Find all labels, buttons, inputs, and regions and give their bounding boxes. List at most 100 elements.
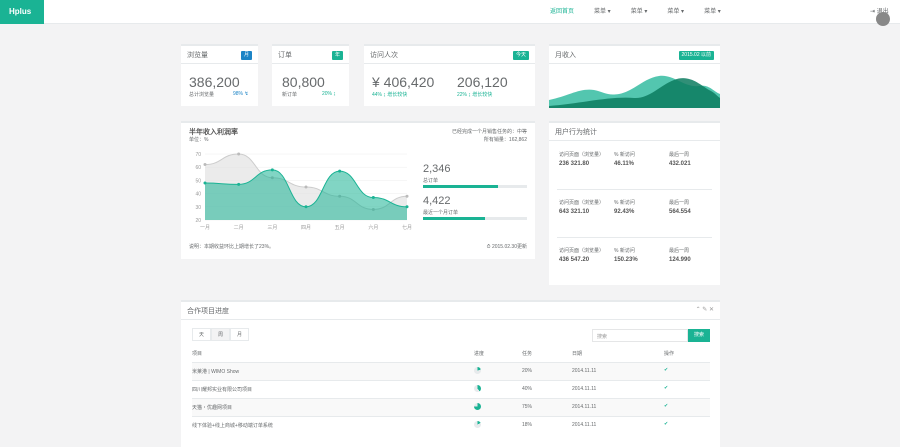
data-point [405,194,409,198]
data-point [338,169,342,173]
behavior-label: 最后一周 [669,200,690,206]
income-sparkline [549,75,720,108]
project-name: 四川耀邦实业有限公司项目 [192,387,253,393]
behavior-label: % 新访问 [614,200,635,206]
card-title: 订单年 [272,46,349,64]
nav-menu-2[interactable]: 菜单 ▾ [630,9,648,15]
tab-day[interactable]: 天 [192,328,212,341]
close-icon[interactable]: ✕ [708,307,714,313]
y-tick-label: 30 [195,205,201,211]
behavior-label: 访问页面（浏览量） [559,152,605,158]
behavior-stat: % 新访问 46.11% [614,151,664,167]
nav-menu-1[interactable]: 菜单 ▾ [594,9,611,15]
series-area [205,169,407,220]
x-tick-label: 五月 [335,225,345,231]
table-row[interactable] [192,416,710,434]
divider [557,189,712,190]
y-tick-label: 20 [195,218,201,224]
progress-pie-icon [474,385,481,392]
stat-value: 80,800 [282,74,325,90]
project-name: 天猫・优趣网项目 [192,405,233,411]
behavior-stat: 访问页面（浏览量） 643 321.10 [559,199,609,215]
panel-subtitle: 单位：% [189,137,209,143]
month-progress [423,217,527,220]
project-percent: 20% [522,368,533,374]
nav-home[interactable]: 返回首页 [550,9,575,15]
table-header: 日期 [572,351,583,357]
chart-updated: ⏱ 2015.02.30更新 [486,244,527,250]
y-tick-label: 40 [195,192,201,198]
monthly-income-card: 月收入 2015.02 以前 [549,44,720,108]
visits-value-2: 206,120 [457,74,508,90]
project-percent: 75% [522,404,533,410]
right-note-2: 所有销量：162,862 [483,137,527,143]
table-header: 操作 [664,351,675,357]
card-title: 用户行为统计 [549,123,720,141]
top-navbar: Hplus 返回首页 菜单 ▾ 菜单 ▾ 菜单 ▾ 菜单 ▾ ⇥ 退出 [0,0,900,24]
top-menu: 返回首页 菜单 ▾ 菜单 ▾ 菜单 ▾ 菜单 ▾ [542,0,721,24]
panel-tools: ⌃ ✎ ✕ [696,306,714,313]
behavior-value: 92.43% [614,209,635,215]
card-title: 访问人次 今天 [364,46,535,64]
behavior-value: 432.021 [669,161,691,167]
tab-month[interactable]: 月 [230,328,250,341]
collapse-icon[interactable]: ⌃ [695,307,701,313]
project-percent: 18% [522,422,533,428]
behavior-stat: % 新访问 150.23% [614,247,664,263]
data-point [270,168,274,172]
user-behavior-panel: 用户行为统计 访问页面（浏览量） 236 321.80 % 新访问 46.11% 最后一… [549,121,720,285]
y-tick-label: 50 [195,178,201,184]
project-date: 2014.11.11 [572,404,597,410]
table-row[interactable] [192,362,710,380]
x-tick-label: 二月 [234,225,244,231]
stat-card-orders: 订单年 80,800 新订单 20% ↨ [272,44,349,106]
avatar[interactable] [876,12,890,26]
data-point [237,182,241,186]
half-year-panel: 半年收入利润率 单位：% 已经完成一个月销售任务的：中等 所有销量：162,86… [181,121,535,259]
x-tick-label: 六月 [368,224,378,231]
table-row[interactable] [192,380,710,398]
stat-pct: 20% ↨ [322,91,336,97]
behavior-value: 236 321.80 [559,161,590,167]
table-row[interactable] [192,398,710,416]
card-title: 月收入 2015.02 以前 [549,46,720,64]
orders-progress [423,185,527,188]
data-point [203,163,207,167]
chart-note: 说明：本期收益环比上期增长了23%。 [189,244,275,250]
search-button[interactable]: 搜索 [688,329,710,342]
nav-menu-4[interactable]: 菜单 ▾ [704,9,721,15]
behavior-stat: 访问页面（浏览量） 236 321.80 [559,151,609,167]
month-orders-label: 最近一个月订单 [423,210,459,216]
wrench-icon[interactable]: ✎ [702,307,708,313]
brand-logo[interactable]: Hplus [0,0,44,24]
behavior-stat: 最后一周 564.554 [669,199,719,215]
month-progress-fill [423,217,486,220]
progress-pie-icon [474,367,481,374]
orders-progress-fill [423,185,498,188]
table-header: 任务 [522,351,533,357]
data-point [304,185,308,189]
total-orders-label: 总订单 [423,178,439,184]
tab-week[interactable]: 周 [211,328,231,341]
divider [557,237,712,238]
behavior-label: % 新访问 [614,152,635,158]
x-tick-label: 七月 [402,224,412,231]
behavior-value: 436 547.20 [559,257,590,263]
period-badge: 2015.02 以前 [678,51,714,60]
card-title: 合作项目进度 ⌃ ✎ ✕ [181,302,720,320]
search-input[interactable]: 搜索 [592,329,688,342]
stat-pct: 98% ↯ [233,91,249,97]
behavior-value: 643 321.10 [559,209,590,215]
data-point [405,205,409,209]
table-header: 进度 [474,351,485,357]
table-header: 项目 [192,351,203,357]
behavior-label: 最后一周 [669,248,690,254]
behavior-value: 564.554 [669,209,691,215]
data-point [237,152,241,156]
period-badge: 月 [240,51,252,60]
behavior-label: 访问页面（浏览量） [559,248,605,254]
nav-menu-3[interactable]: 菜单 ▾ [667,9,685,15]
x-tick-label: 三月 [267,225,277,231]
progress-pie-icon [474,421,481,428]
y-tick-label: 70 [195,152,201,158]
